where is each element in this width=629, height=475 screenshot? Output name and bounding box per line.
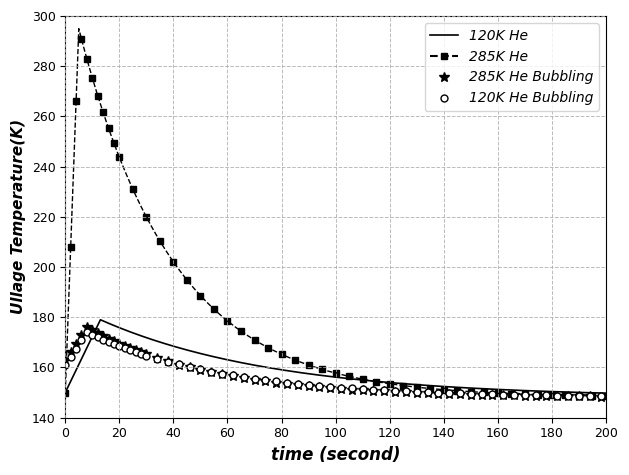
Y-axis label: Ullage Temperature(K): Ullage Temperature(K)	[11, 119, 26, 314]
Legend: 120K He, 285K He, 285K He Bubbling, 120K He Bubbling: 120K He, 285K He, 285K He Bubbling, 120K…	[425, 23, 599, 111]
X-axis label: time (second): time (second)	[271, 446, 400, 464]
